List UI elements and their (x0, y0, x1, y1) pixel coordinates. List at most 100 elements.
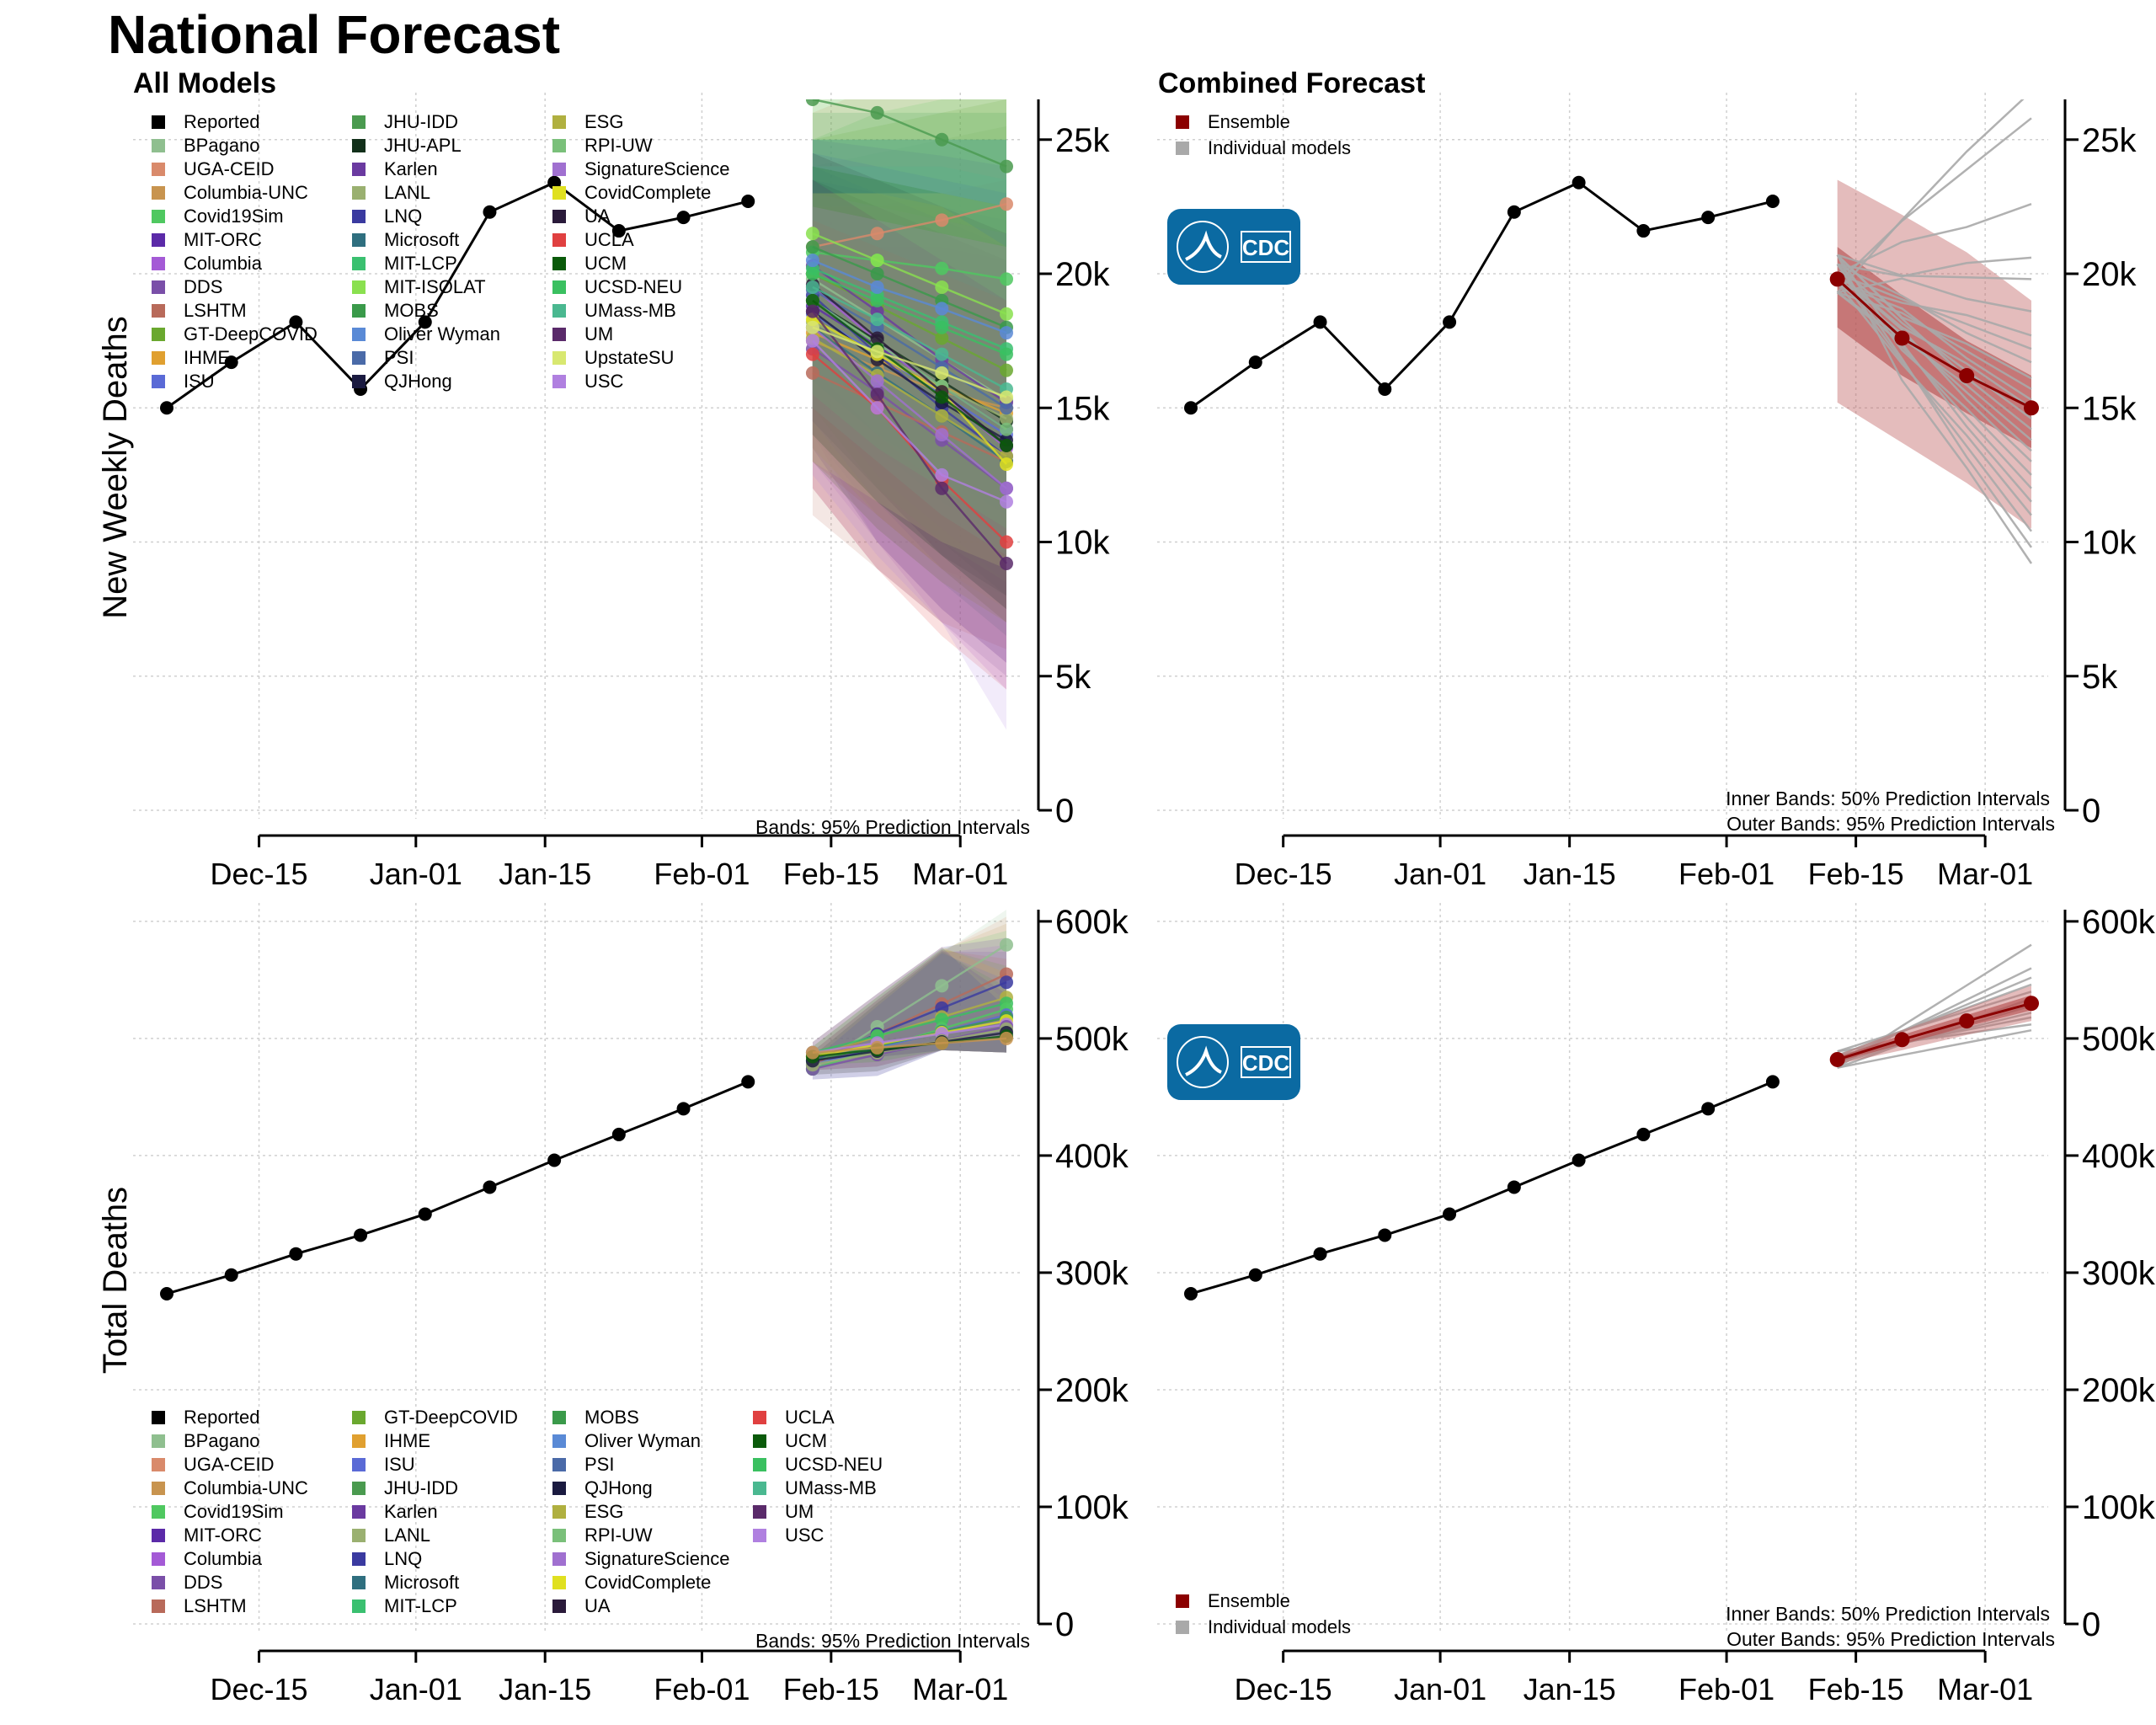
legend-swatch (352, 1599, 366, 1613)
reported-point (611, 224, 626, 238)
legend-label: Microsoft (384, 229, 459, 250)
x-tick-label: Jan-15 (1524, 1672, 1616, 1706)
legend-label: LANL (384, 182, 430, 203)
reported-point (1765, 195, 1780, 209)
model-line (812, 246, 1007, 328)
reported-point (418, 315, 432, 329)
cdc-box (1241, 1046, 1291, 1078)
legend-label: DDS (184, 1572, 222, 1593)
outer-bands-note: Outer Bands: 95% Prediction Intervals (1726, 1628, 2055, 1650)
model-point (870, 387, 884, 402)
x-tick-label: Feb-01 (654, 857, 750, 891)
legend-label: QJHong (384, 371, 452, 392)
panel-weekly-all-models: 0 5k 10k 15k 20k 25k Dec-15 Jan-01 Jan-15 Feb-01 F… (97, 67, 1110, 891)
model-line (812, 272, 1007, 355)
legend-label: MIT-ORC (184, 1525, 262, 1546)
y-axis-label: Total Deaths (97, 1187, 134, 1374)
legend-swatch (552, 186, 566, 200)
individual-model-line (1837, 256, 2032, 278)
model-band (812, 139, 1006, 690)
reported-point (676, 211, 691, 225)
model-point (870, 254, 884, 268)
model-point (1000, 412, 1013, 426)
model-point (935, 280, 949, 294)
legend-label: ISU (384, 1454, 415, 1475)
individual-model-line (1836, 99, 2025, 294)
model-point (870, 293, 884, 307)
legend-label: UCLA (785, 1407, 835, 1428)
model-point (935, 366, 949, 380)
model-point (870, 331, 884, 345)
y-tick-label: 20k (2082, 256, 2137, 293)
model-point (1000, 272, 1013, 286)
legend-swatch (352, 328, 366, 341)
panel-total-all-models: 0 100k 200k 300k 400k 500k 600k Dec-15 Jan-01 Jan… (97, 903, 1129, 1706)
inner-bands-note: Inner Bands: 50% Prediction Intervals (1726, 1603, 2050, 1625)
model-line (812, 264, 1007, 403)
model-point (870, 1040, 884, 1055)
x-tick-label: Jan-15 (499, 1672, 591, 1706)
legend-swatch (552, 1482, 566, 1495)
legend-label: UMass-MB (584, 300, 676, 321)
reported-point (741, 195, 755, 209)
legend-swatch (352, 1482, 366, 1495)
reported-point (1184, 1286, 1198, 1300)
panel-title: Combined Forecast (1158, 67, 1425, 99)
legend-swatch (753, 1529, 766, 1542)
legend-swatch (152, 1576, 165, 1589)
legend-label: Oliver Wyman (384, 323, 500, 344)
model-point (935, 428, 949, 442)
reported-point (1248, 1268, 1262, 1282)
model-point (1000, 494, 1013, 509)
cdc-logo-text: CDC (1242, 1050, 1290, 1076)
legend-label: UCSD-NEU (584, 276, 682, 297)
x-tick-label: Mar-01 (912, 857, 1008, 891)
model-point (935, 213, 949, 227)
legend-label: PSI (584, 1454, 614, 1475)
model-band (812, 179, 1006, 623)
legend-label: Columbia (184, 253, 263, 274)
model-point (870, 344, 884, 359)
x-tick-label: Mar-01 (1937, 857, 2033, 891)
legend-swatch (552, 1576, 566, 1589)
legend-swatch (352, 186, 366, 200)
model-point (805, 267, 819, 281)
legend-swatch (552, 1599, 566, 1613)
cdc-logo: CDC (1167, 209, 1300, 285)
y-tick-label: 15k (1055, 390, 1110, 427)
model-line (812, 348, 1007, 489)
legend-swatch (552, 257, 566, 270)
model-band (812, 179, 1006, 623)
legend-swatch (152, 280, 165, 294)
reported-point (611, 1127, 626, 1141)
reported-line (166, 1080, 749, 1295)
legend-label: UA (584, 1595, 611, 1616)
legend-label: Karlen (384, 1501, 438, 1522)
model-line (812, 283, 1007, 446)
model-point (1000, 438, 1013, 452)
model-band (812, 179, 1006, 623)
legend-swatch (152, 139, 165, 152)
legend-label: Karlen (384, 158, 438, 179)
legend-label: ISU (184, 371, 215, 392)
x-tick-label: Dec-15 (1235, 857, 1332, 891)
y-tick-label: 10k (2082, 525, 2137, 562)
model-line (812, 1023, 1007, 1054)
reported-point (224, 1268, 238, 1282)
y-axis-label: New Weekly Deaths (97, 316, 134, 618)
legend-label: UA (584, 206, 611, 227)
legend-label: UGA-CEID (184, 158, 275, 179)
model-point (935, 1036, 949, 1050)
y-tick-label: 400k (1055, 1138, 1129, 1175)
legend-label: MOBS (384, 300, 439, 321)
reported-point (1313, 1247, 1327, 1261)
cdc-logo: CDC (1167, 1024, 1300, 1100)
model-point (935, 979, 949, 993)
hhs-eagle-icon (1185, 230, 1222, 261)
model-line (812, 371, 1007, 463)
forecast-group (805, 910, 1013, 1080)
model-band (812, 951, 1006, 1076)
model-line (812, 99, 1007, 168)
model-line (812, 251, 1007, 280)
legend-swatch (352, 1458, 366, 1471)
